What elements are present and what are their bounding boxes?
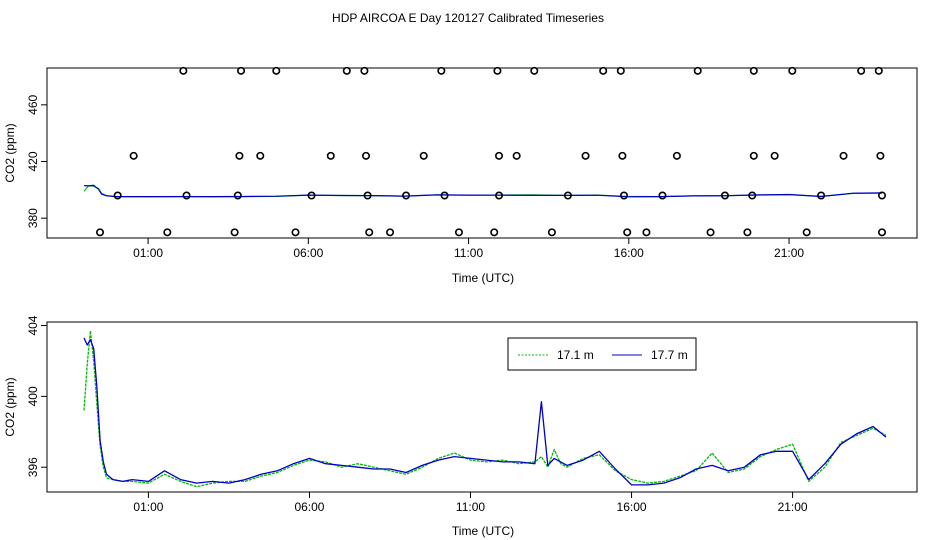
scatter-point — [256, 151, 265, 160]
top-y-tick-label: 420 — [26, 151, 40, 171]
top-scatter-marks — [83, 66, 886, 237]
scatter-point — [642, 228, 651, 237]
bottom-plot-frame — [46, 321, 918, 493]
scatter-point — [363, 191, 372, 200]
series-line-17-7m — [83, 337, 887, 486]
scatter-point — [326, 151, 335, 160]
scatter-point — [618, 151, 627, 160]
scatter-point — [402, 191, 411, 200]
scatter-point — [386, 228, 395, 237]
scatter-point — [495, 191, 504, 200]
scatter-point — [360, 66, 369, 75]
scatter-point — [877, 191, 886, 200]
scatter-point — [493, 66, 502, 75]
top-y-axis: 380 420 460 — [26, 95, 47, 228]
top-plot-frame — [46, 67, 918, 239]
top-series-line-2 — [83, 184, 883, 198]
scatter-point — [454, 228, 463, 237]
scatter-point — [113, 191, 122, 200]
scatter-point — [620, 191, 629, 200]
scatter-point — [749, 66, 758, 75]
bottom-y-axis: 396 400 404 — [26, 315, 47, 477]
scatter-point — [233, 191, 242, 200]
bottom-y-tick-label: 404 — [26, 315, 40, 335]
scatter-point — [817, 191, 826, 200]
scatter-point — [272, 66, 281, 75]
scatter-point — [839, 151, 848, 160]
scatter-point — [362, 151, 371, 160]
scatter-point — [307, 191, 316, 200]
scatter-point — [623, 228, 632, 237]
chart-title: HDP AIRCOA E Day 120127 Calibrated Times… — [332, 11, 604, 25]
bottom-x-axis-label: Time (UTC) — [452, 524, 514, 538]
bottom-x-tick-label: 11:00 — [456, 500, 485, 514]
scatter-point — [490, 228, 499, 237]
scatter-point — [547, 228, 556, 237]
scatter-point — [365, 228, 374, 237]
scatter-point — [693, 66, 702, 75]
top-x-axis: 01:00 06:00 11:00 16:00 21:00 — [133, 238, 804, 260]
scatter-point — [802, 228, 811, 237]
scatter-point — [748, 191, 757, 200]
series-line-17-1m — [83, 330, 887, 488]
bottom-x-tick-label: 21:00 — [778, 500, 808, 514]
scatter-point — [720, 191, 729, 200]
scatter-point — [874, 66, 883, 75]
scatter-point — [182, 191, 191, 200]
bottom-x-tick-label: 06:00 — [294, 500, 324, 514]
scatter-point — [706, 228, 715, 237]
scatter-point — [530, 66, 539, 75]
scatter-point — [96, 228, 105, 237]
scatter-point — [235, 151, 244, 160]
scatter-point — [237, 66, 246, 75]
chart-legend: 17.1 m 17.7 m — [507, 337, 697, 371]
scatter-point — [743, 228, 752, 237]
bottom-y-tick-label: 396 — [26, 457, 40, 477]
scatter-point — [163, 228, 172, 237]
bottom-y-axis-label: CO2 (ppm) — [3, 377, 17, 436]
legend-label-17-1: 17.1 m — [557, 348, 594, 362]
top-y-axis-label: CO2 (ppm) — [3, 123, 17, 182]
scatter-point — [419, 151, 428, 160]
scatter-point — [876, 151, 885, 160]
scatter-point — [877, 228, 886, 237]
scatter-point — [230, 228, 239, 237]
top-x-tick-label: 21:00 — [774, 246, 804, 260]
scatter-point — [770, 151, 779, 160]
scatter-point — [129, 151, 138, 160]
bottom-series-lines — [83, 330, 887, 488]
top-x-tick-label: 06:00 — [293, 246, 323, 260]
legend-label-17-7: 17.7 m — [651, 348, 688, 362]
scatter-point — [581, 151, 590, 160]
scatter-point — [495, 151, 504, 160]
scatter-point — [788, 66, 797, 75]
bottom-x-tick-label: 01:00 — [133, 500, 163, 514]
bottom-x-axis: 01:00 06:00 11:00 16:00 21:00 — [133, 492, 808, 514]
top-y-tick-label: 460 — [26, 95, 40, 115]
scatter-point — [616, 66, 625, 75]
scatter-point — [437, 66, 446, 75]
scatter-point — [342, 66, 351, 75]
top-scatter-panel: 01:00 06:00 11:00 16:00 21:00 380 420 460 Time… — [3, 66, 918, 285]
scatter-point — [658, 191, 667, 200]
bottom-line-panel: 01:00 06:00 11:00 16:00 21:00 396 400 404 Time… — [3, 315, 918, 538]
top-x-tick-label: 16:00 — [614, 246, 644, 260]
top-x-tick-label: 01:00 — [133, 246, 163, 260]
scatter-point — [857, 66, 866, 75]
scatter-point — [563, 191, 572, 200]
bottom-x-tick-label: 16:00 — [617, 500, 647, 514]
scatter-point — [440, 191, 449, 200]
top-x-axis-label: Time (UTC) — [452, 271, 514, 285]
scatter-point — [749, 151, 758, 160]
scatter-point — [179, 66, 188, 75]
top-x-tick-label: 11:00 — [454, 246, 483, 260]
scatter-point — [672, 151, 681, 160]
bottom-y-tick-label: 400 — [26, 386, 40, 406]
top-y-tick-label: 380 — [26, 208, 40, 228]
legend-box — [507, 337, 697, 371]
scatter-point — [291, 228, 300, 237]
scatter-point — [512, 151, 521, 160]
scatter-point — [599, 66, 608, 75]
